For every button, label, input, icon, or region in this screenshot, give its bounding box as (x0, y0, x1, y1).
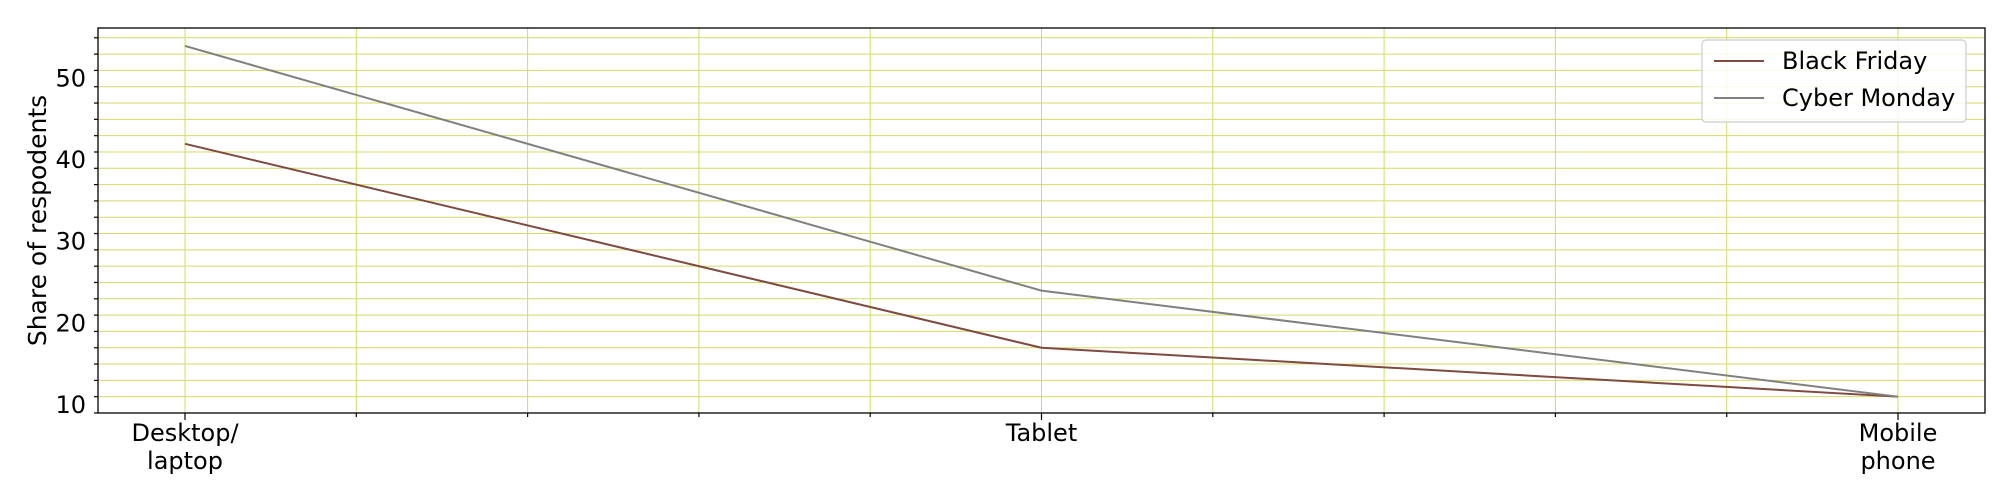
series-line (184, 44, 1899, 398)
legend-label: Black Friday (1782, 47, 1927, 75)
legend-box (1701, 39, 1967, 123)
y-tick-label: 40 (55, 146, 86, 174)
y-axis: 10 20 30 40 50 (55, 37, 98, 419)
legend-label: Cyber Monday (1782, 84, 1955, 112)
x-tick-label: Mobile phone (1859, 419, 1938, 475)
y-axis-title: Share of respodents (23, 95, 52, 346)
x-axis: Desktop/laptop Tablet Mobile phone (131, 413, 1937, 475)
series-line (184, 142, 1899, 398)
y-tick-label: 30 (55, 228, 86, 256)
y-tick-label: 20 (55, 309, 86, 337)
y-tick-label: 50 (55, 65, 86, 93)
x-tick-label: Desktop/laptop (131, 419, 239, 475)
x-tick-label: Tablet (1005, 419, 1077, 447)
legend: Black Friday Cyber Monday (1701, 39, 1967, 123)
series-lines (184, 44, 1899, 398)
y-tick-label: 10 (55, 391, 86, 419)
grid (98, 28, 1985, 414)
